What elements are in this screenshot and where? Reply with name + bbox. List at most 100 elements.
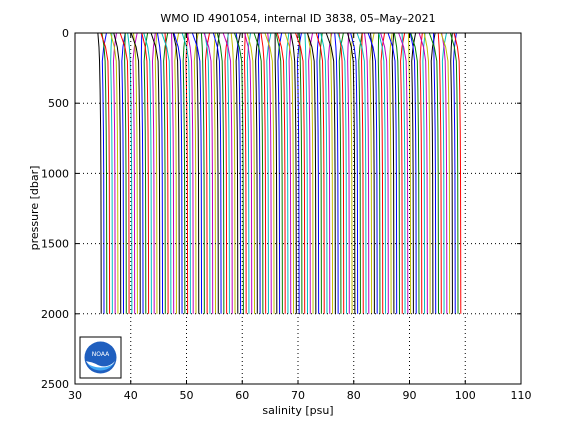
profile-line [422,33,426,314]
profile-line [244,33,253,314]
profile-line [369,33,375,314]
x-tick-label: 70 [291,389,305,402]
noaa-logo-text: NOAA [92,351,110,358]
profile-line [172,33,180,314]
x-axis-label: salinity [psu] [262,404,333,417]
profile-line [110,33,119,314]
profile-line [440,33,451,314]
profile-line [227,33,230,314]
profile-line [337,33,347,314]
profile-line [361,33,364,314]
profile-line [377,33,381,314]
profile-line [295,33,306,314]
x-tick-label: 60 [235,389,249,402]
chart-title: WMO ID 4901054, internal ID 3838, 05–May… [160,12,435,25]
profile-line [453,33,462,314]
profile-line [196,33,200,314]
profile-line [181,33,191,314]
profile-line [327,33,333,314]
profile-line [130,33,141,314]
profile-line [367,33,378,314]
y-tick-label: 1000 [41,167,69,180]
profile-line [306,33,314,314]
profile-line [143,33,152,314]
profile-line [453,33,457,314]
profile-line [338,33,345,314]
profile-line [356,33,367,314]
profile-line [423,33,431,314]
profile-line [266,33,272,314]
profile-line [398,33,409,314]
profile-line [315,33,325,314]
profile-line [253,33,264,314]
profile-line [276,33,286,314]
profile-line [110,33,113,314]
x-tick-label: 80 [347,389,361,402]
profile-line [222,33,233,314]
profile-line [419,33,423,314]
profile-line [257,33,261,314]
profile-line [246,33,256,314]
profile-line [284,33,295,314]
profile-line [350,33,359,314]
profile-line [437,33,442,314]
profile-line [316,33,320,314]
grid [75,33,521,384]
profile-line [304,33,308,314]
profile-line [132,33,138,314]
profile-line [191,33,203,314]
y-tick-label: 500 [48,97,69,110]
ticks-group: 30 40 50 60 70 80 90 100 110 0 500 1000 1500 2000 2500 [41,27,532,402]
profile-line [150,33,161,314]
profile-line [124,33,127,314]
profile-line [347,33,350,314]
profile-line [264,33,275,314]
profile-line [450,33,453,314]
profile-line [216,33,220,314]
profile-line [100,33,111,314]
x-tick-label: 50 [180,389,194,402]
profile-line [338,33,344,314]
profile-line [325,33,336,314]
noaa-logo: NOAA [79,336,122,379]
profile-line [288,33,292,314]
x-tick-label: 110 [511,389,532,402]
profile-line [391,33,395,314]
profile-line [213,33,216,314]
profile-line [173,33,183,314]
profile-line [235,33,241,314]
profile-line [216,33,225,314]
profile-line [119,33,130,314]
profile-line [401,33,406,314]
profile-line [204,33,211,314]
profile-line [428,33,439,314]
profile-line [306,33,317,314]
profile-line [243,33,247,314]
profile-line [380,33,389,314]
profile-line [334,33,339,314]
profiles-group [97,33,462,314]
profile-line [449,33,459,314]
profile-line [140,33,144,314]
profile-line [441,33,448,314]
y-tick-label: 0 [62,27,69,40]
profile-line [441,33,447,314]
x-tick-label: 30 [68,389,82,402]
profile-line [203,33,214,314]
profile-line [151,33,156,314]
profile-line [141,33,150,314]
profile-line [156,33,164,314]
y-axis-label: pressure [dbar] [28,166,41,251]
y-tick-label: 2500 [41,378,69,391]
profile-line [164,33,169,314]
x-tick-label: 90 [403,389,417,402]
profile-line [275,33,283,314]
x-tick-label: 40 [124,389,138,402]
profile-line [112,33,117,314]
profile-line [182,33,186,314]
profile-line [298,33,303,314]
profile-line [274,33,278,314]
profile-line [387,33,398,314]
profile-line [319,33,323,314]
